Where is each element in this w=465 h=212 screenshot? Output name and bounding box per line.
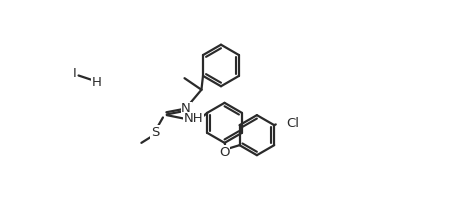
Text: Cl: Cl [286,117,299,130]
Text: NH: NH [184,113,204,126]
Text: H: H [91,76,101,89]
Text: O: O [219,146,230,159]
Text: S: S [151,126,159,139]
Text: I: I [73,67,77,80]
Text: N: N [181,102,191,116]
